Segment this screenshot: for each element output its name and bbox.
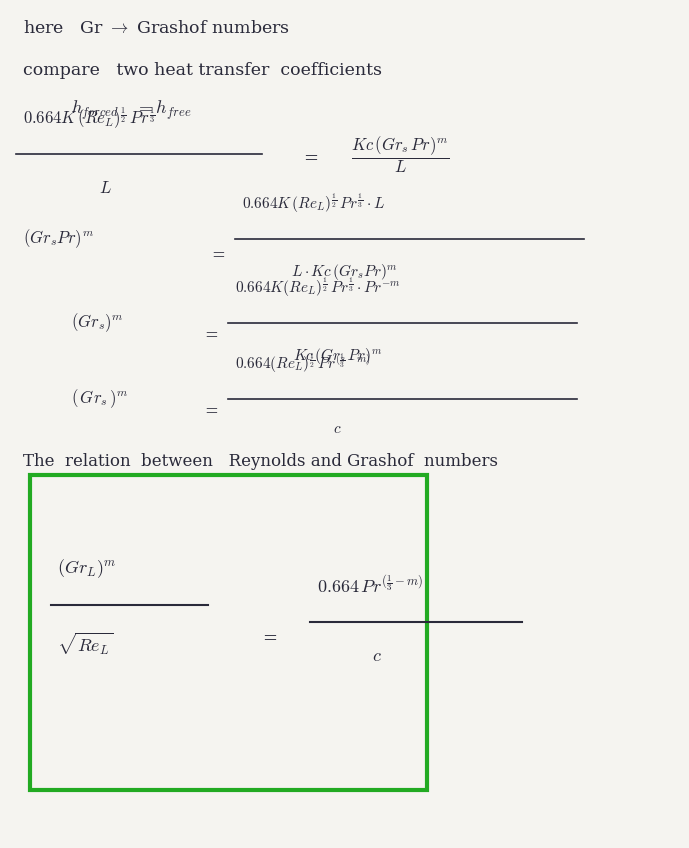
Text: =: = — [303, 149, 318, 168]
Text: $0.664(Re_L)^{\frac{1}{2}}\,Pr^{(\frac{1}{3}-m)}$: $0.664(Re_L)^{\frac{1}{2}}\,Pr^{(\frac{1… — [235, 352, 371, 375]
Text: $0.664K(Re_L)^{\frac{1}{2}}\,Pr^{\frac{1}{3}}\cdot Pr^{-m}$: $0.664K(Re_L)^{\frac{1}{2}}\,Pr^{\frac{1… — [235, 276, 401, 299]
Text: $(Gr_L)^{m}$: $(Gr_L)^{m}$ — [57, 557, 117, 580]
Text: $0.664K\,(Re_L)^{\frac{1}{2}}\,Pr^{\frac{1}{3}}\cdot L$: $0.664K\,(Re_L)^{\frac{1}{2}}\,Pr^{\frac… — [242, 192, 385, 215]
Text: $0.664K\,(Re_L)^{\frac{1}{2}}\,Pr^{\frac{1}{3}}$: $0.664K\,(Re_L)^{\frac{1}{2}}\,Pr^{\frac… — [23, 105, 156, 131]
Text: $L\cdot Kc\,(Gr_s Pr)^{m}$: $L\cdot Kc\,(Gr_s Pr)^{m}$ — [291, 262, 398, 282]
Text: $L$: $L$ — [99, 180, 112, 197]
Text: $(Gr_s Pr)^{m}$: $(Gr_s Pr)^{m}$ — [23, 227, 94, 250]
Text: $0.664\,Pr^{(\frac{1}{3}-m)}$: $0.664\,Pr^{(\frac{1}{3}-m)}$ — [317, 575, 424, 597]
Text: $c$: $c$ — [333, 422, 342, 437]
Text: $Kc\,(Gr_s\,Pr)^{m}$: $Kc\,(Gr_s\,Pr)^{m}$ — [293, 347, 382, 366]
Text: The  relation  between   Reynolds and Grashof  numbers: The relation between Reynolds and Grasho… — [23, 454, 498, 471]
Text: =: = — [212, 247, 225, 264]
Text: =: = — [205, 327, 218, 344]
Text: $(\,Gr_s\,)^{m}$: $(\,Gr_s\,)^{m}$ — [71, 388, 129, 410]
Text: =: = — [263, 630, 278, 648]
Text: $(Gr_s)^{m}$: $(Gr_s)^{m}$ — [71, 311, 124, 334]
Text: $c$: $c$ — [372, 647, 382, 665]
Text: $\sqrt{Re_L}$: $\sqrt{Re_L}$ — [57, 630, 114, 656]
Text: $\dfrac{Kc\,(Gr_s\,Pr)^{m}}{L}$: $\dfrac{Kc\,(Gr_s\,Pr)^{m}}{L}$ — [351, 134, 450, 175]
Text: compare   two heat transfer  coefficients: compare two heat transfer coefficients — [23, 62, 382, 79]
Text: $h_{forced}$   $= h_{free}$: $h_{forced}$ $= h_{free}$ — [71, 99, 192, 122]
Text: =: = — [205, 403, 218, 420]
Bar — [30, 475, 426, 790]
Text: here   Gr $\rightarrow$ Grashof numbers: here Gr $\rightarrow$ Grashof numbers — [23, 20, 290, 36]
